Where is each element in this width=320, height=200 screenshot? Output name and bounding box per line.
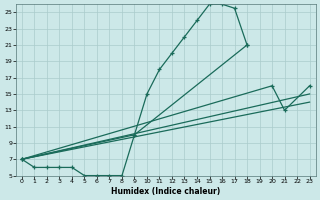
X-axis label: Humidex (Indice chaleur): Humidex (Indice chaleur): [111, 187, 220, 196]
